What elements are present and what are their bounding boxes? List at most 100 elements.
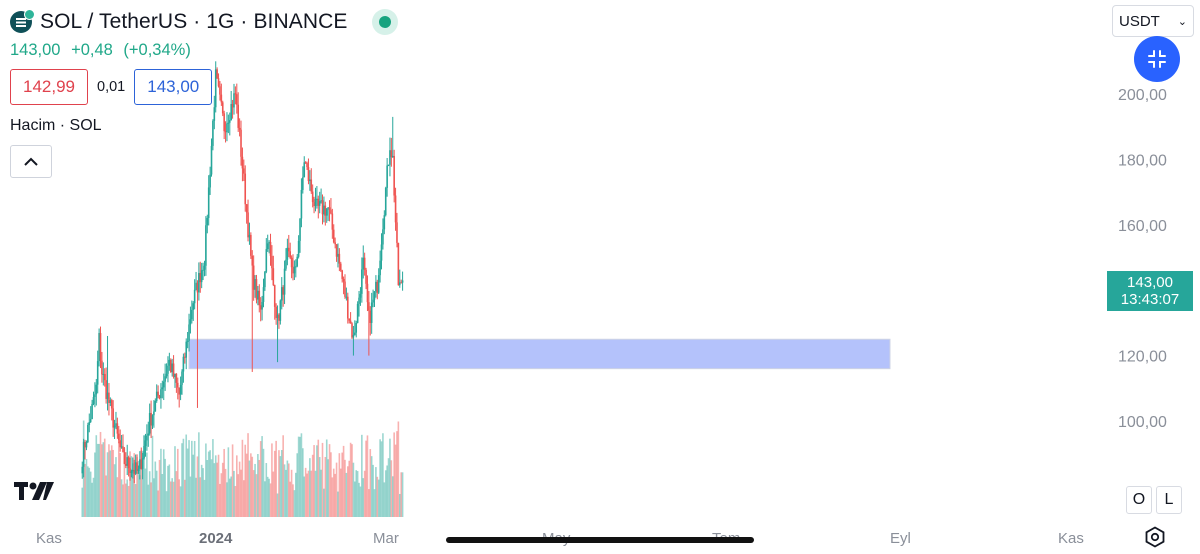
currency-select[interactable]: USDT ⌄ — [1112, 5, 1194, 37]
candle-body — [314, 198, 317, 207]
candle-body — [295, 266, 297, 268]
volume-bar — [231, 444, 234, 517]
volume-bar — [295, 472, 297, 517]
volume-bar — [162, 449, 165, 517]
candle-body — [210, 145, 213, 175]
candle-body — [81, 466, 84, 474]
candle-body — [327, 207, 329, 209]
candle-body — [248, 234, 251, 238]
volume-bar — [125, 483, 127, 517]
volume-bar — [397, 421, 400, 517]
candle-body — [112, 408, 114, 428]
hexagon-settings-icon[interactable] — [1144, 526, 1166, 548]
volume-bar — [184, 479, 186, 517]
candle-body — [224, 131, 227, 133]
volume-bar — [112, 449, 114, 517]
candle-body — [359, 293, 362, 298]
volume-bar — [137, 460, 140, 517]
candle-body — [328, 207, 331, 211]
volume-bar — [84, 463, 86, 517]
volume-bar — [223, 448, 225, 517]
volume-bar — [318, 457, 321, 517]
volume-bar — [171, 478, 173, 517]
volume-bar — [325, 439, 328, 517]
volume-bar — [129, 451, 131, 517]
candle-body — [380, 244, 383, 261]
candle-body — [317, 198, 320, 206]
candle-body — [209, 174, 211, 188]
tradingview-logo[interactable] — [14, 480, 56, 502]
volume-bar — [169, 481, 172, 517]
log-scale-button[interactable]: L — [1156, 486, 1182, 514]
buy-button[interactable]: 143,00 — [134, 69, 213, 105]
volume-bar — [251, 456, 254, 517]
volume-bar — [337, 491, 339, 517]
candle-body — [299, 218, 301, 241]
volume-bar — [202, 468, 204, 517]
sell-button[interactable]: 142,99 — [10, 69, 88, 105]
candle-body — [309, 179, 311, 182]
candle-body — [390, 150, 393, 158]
candle-body — [92, 397, 95, 404]
volume-bar — [389, 438, 391, 517]
solana-coin-icon[interactable] — [10, 9, 35, 33]
candle-body — [136, 462, 138, 472]
volume-bar — [338, 453, 341, 517]
volume-bar — [172, 481, 175, 517]
volume-bar — [275, 440, 277, 517]
candle-body — [370, 302, 373, 323]
volume-bar — [182, 438, 185, 517]
collapse-legend-button[interactable] — [10, 145, 52, 178]
candle-body — [119, 440, 121, 448]
volume-bar — [81, 487, 84, 517]
volume-bar — [212, 439, 214, 517]
volume-bar — [185, 434, 188, 517]
symbol-title[interactable]: SOL / TetherUS · 1G · BINANCE — [40, 10, 348, 33]
volume-bar — [205, 443, 207, 517]
volume-bar — [316, 445, 318, 517]
candle-body — [132, 469, 134, 472]
volume-bar — [393, 432, 395, 517]
candle-body — [207, 187, 210, 219]
candle-body — [148, 412, 151, 434]
support-zone — [188, 338, 891, 370]
candle-body — [84, 441, 86, 448]
volume-bar — [363, 470, 366, 517]
volume-bar — [130, 456, 133, 517]
candle-body — [122, 446, 124, 453]
volume-bar — [352, 462, 355, 517]
volume-bar — [116, 477, 119, 517]
candle-body — [397, 242, 400, 286]
volume-bar — [330, 452, 332, 517]
candle-body — [199, 273, 202, 283]
ohlc-button[interactable]: O — [1126, 486, 1152, 514]
volume-bar — [198, 432, 200, 517]
volume-indicator-label[interactable]: Hacim · SOL — [10, 117, 102, 134]
volume-bar — [228, 478, 231, 517]
volume-bar — [221, 462, 224, 517]
candle-body — [88, 421, 91, 426]
candle-body — [176, 382, 179, 388]
exit-fullscreen-button[interactable] — [1134, 36, 1180, 82]
volume-bar — [191, 440, 193, 517]
volume-bar — [188, 440, 190, 517]
candle-body — [195, 282, 197, 290]
volume-bar — [401, 472, 404, 517]
x-tick-label: Kas — [36, 530, 62, 547]
volume-bar — [339, 468, 342, 517]
market-status-icon[interactable] — [371, 9, 398, 35]
bid-ask-panel: 142,99 0,01 143,00 — [10, 69, 398, 105]
candle-body — [108, 392, 110, 403]
volume-bar — [127, 485, 130, 517]
volume-bar — [87, 466, 89, 517]
candle-body — [106, 392, 109, 399]
candle-body — [262, 287, 265, 302]
candle-body — [238, 127, 241, 130]
candle-body — [181, 371, 183, 385]
candle-body — [325, 208, 328, 216]
candle-body — [193, 289, 196, 304]
volume-bar — [94, 452, 96, 517]
candle-body — [130, 471, 133, 474]
